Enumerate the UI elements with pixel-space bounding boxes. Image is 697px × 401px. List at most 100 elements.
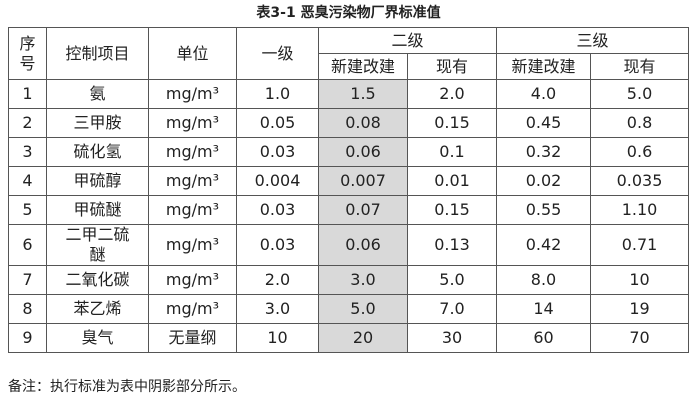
table-cell: 7 bbox=[8, 265, 47, 295]
table-cell: 70 bbox=[590, 323, 690, 353]
table-row: 8 苯乙烯 mg/m³ 3.0 5.0 7.0 14 19 bbox=[8, 294, 690, 324]
table-cell: 臭气 bbox=[46, 323, 149, 353]
item-name: 甲硫醚 bbox=[73, 200, 122, 219]
table-cell: 0.42 bbox=[496, 224, 592, 266]
table-cell: 5.0 bbox=[590, 79, 690, 109]
table-cell: 二氧化碳 bbox=[46, 265, 149, 295]
table-cell: 0.01 bbox=[406, 166, 498, 196]
table-cell: 3.0 bbox=[236, 294, 319, 324]
item-name: 臭气 bbox=[81, 328, 114, 347]
header-cell: 新建改建 bbox=[318, 53, 408, 80]
table-cell: 苯乙烯 bbox=[46, 294, 149, 324]
table-cell: 2.0 bbox=[236, 265, 319, 295]
table-cell: 0.03 bbox=[236, 195, 319, 225]
table-cell: 三甲胺 bbox=[46, 108, 149, 138]
table-cell: 0.035 bbox=[590, 166, 690, 196]
table-cell: mg/m³ bbox=[148, 137, 237, 167]
header-cell: 一级 bbox=[236, 27, 319, 80]
item-name: 苯乙烯 bbox=[73, 299, 122, 318]
table-cell: 硫化氢 bbox=[46, 137, 149, 167]
table-cell: 4 bbox=[8, 166, 47, 196]
table-cell: 19 bbox=[590, 294, 690, 324]
table-row: 3 硫化氢 mg/m³ 0.03 0.06 0.1 0.32 0.6 bbox=[8, 137, 690, 167]
table-cell: 6 bbox=[8, 224, 47, 266]
table-cell: 0.004 bbox=[236, 166, 319, 196]
item-name: 二氧化碳 bbox=[65, 270, 130, 289]
table-cell: 0.71 bbox=[590, 224, 690, 266]
table-cell: 7.0 bbox=[406, 294, 498, 324]
table-cell: 2.0 bbox=[406, 79, 498, 109]
table-cell: mg/m³ bbox=[148, 166, 237, 196]
table-row: 7 二氧化碳 mg/m³ 2.0 3.0 5.0 8.0 10 bbox=[8, 265, 690, 295]
item-name: 三甲胺 bbox=[73, 113, 122, 132]
header-cell: 单位 bbox=[148, 27, 237, 80]
table-row: 5 甲硫醚 mg/m³ 0.03 0.07 0.15 0.55 1.10 bbox=[8, 195, 690, 225]
table-cell: 14 bbox=[496, 294, 592, 324]
table-cell: 0.1 bbox=[406, 137, 498, 167]
table-cell: 氨 bbox=[46, 79, 149, 109]
table-cell: 0.07 bbox=[318, 195, 408, 225]
table-cell: 5.0 bbox=[406, 265, 498, 295]
table-cell: 无量纲 bbox=[148, 323, 237, 353]
table-cell: 4.0 bbox=[496, 79, 592, 109]
header-cell: 控制项目 bbox=[46, 27, 149, 80]
table-cell: 5.0 bbox=[318, 294, 408, 324]
table-cell: 5 bbox=[8, 195, 47, 225]
table-cell: 1.10 bbox=[590, 195, 690, 225]
table-cell: 0.15 bbox=[406, 108, 498, 138]
table-cell: mg/m³ bbox=[148, 108, 237, 138]
table-cell: mg/m³ bbox=[148, 294, 237, 324]
table-cell: 1.0 bbox=[236, 79, 319, 109]
table-header: 序号 控制项目 单位 一级 二级 三级 新建改建 现有 新建改建 现有 bbox=[8, 27, 690, 80]
table-row: 9 臭气 无量纲 10 20 30 60 70 bbox=[8, 323, 690, 353]
table-cell: 1 bbox=[8, 79, 47, 109]
item-name: 硫化氢 bbox=[73, 142, 122, 161]
table-cell: 0.6 bbox=[590, 137, 690, 167]
header-cell: 三级 bbox=[496, 27, 690, 54]
table-row: 4 甲硫醇 mg/m³ 0.004 0.007 0.01 0.02 0.035 bbox=[8, 166, 690, 196]
table-cell: 0.32 bbox=[496, 137, 592, 167]
table-cell: mg/m³ bbox=[148, 79, 237, 109]
item-name: 甲硫醇 bbox=[73, 171, 122, 190]
table-cell: mg/m³ bbox=[148, 224, 237, 266]
table-cell: 二甲二硫醚 bbox=[46, 224, 149, 266]
table-cell: 60 bbox=[496, 323, 592, 353]
table-cell: 0.05 bbox=[236, 108, 319, 138]
table-cell: 0.06 bbox=[318, 137, 408, 167]
item-name: 二甲二硫醚 bbox=[65, 225, 130, 264]
table-cell: 8.0 bbox=[496, 265, 592, 295]
table-cell: 0.03 bbox=[236, 137, 319, 167]
table-body: 1 氨 mg/m³ 1.0 1.5 2.0 4.0 5.0 2 三甲胺 mg/m³ 0.05 0.08 0… bbox=[8, 79, 690, 353]
table-cell: 3.0 bbox=[318, 265, 408, 295]
table-cell: 2 bbox=[8, 108, 47, 138]
table-row: 2 三甲胺 mg/m³ 0.05 0.08 0.15 0.45 0.8 bbox=[8, 108, 690, 138]
table-cell: 1.5 bbox=[318, 79, 408, 109]
table-cell: 0.08 bbox=[318, 108, 408, 138]
table-cell: 10 bbox=[236, 323, 319, 353]
note: 备注：执行标准为表中阴影部分所示。 bbox=[8, 379, 246, 395]
table-cell: 甲硫醇 bbox=[46, 166, 149, 196]
table-cell: 0.007 bbox=[318, 166, 408, 196]
table-cell: 10 bbox=[590, 265, 690, 295]
standards-table: 序号 控制项目 单位 一级 二级 三级 新建改建 现有 新建改建 现有 1 氨 mg… bbox=[8, 27, 690, 353]
item-name: 氨 bbox=[89, 84, 106, 103]
header-cell: 二级 bbox=[317, 27, 498, 54]
header-cell: 现有 bbox=[406, 53, 498, 80]
header-cell: 现有 bbox=[590, 53, 690, 80]
table-cell: 0.03 bbox=[236, 224, 319, 266]
table-cell: 9 bbox=[8, 323, 47, 353]
table-cell: mg/m³ bbox=[148, 265, 237, 295]
header-cell: 新建改建 bbox=[496, 53, 592, 80]
table-title: 表3-1 恶臭污染物厂界标准值 bbox=[256, 5, 441, 21]
table-cell: 0.02 bbox=[496, 166, 592, 196]
table-cell: 0.06 bbox=[318, 224, 408, 266]
table-row: 1 氨 mg/m³ 1.0 1.5 2.0 4.0 5.0 bbox=[8, 79, 690, 109]
table-cell: 3 bbox=[8, 137, 47, 167]
table-cell: 8 bbox=[8, 294, 47, 324]
table-row: 6 二甲二硫醚 mg/m³ 0.03 0.06 0.13 0.42 0.71 bbox=[8, 224, 690, 266]
table-cell: 甲硫醚 bbox=[46, 195, 149, 225]
table-cell: mg/m³ bbox=[148, 195, 237, 225]
table-cell: 20 bbox=[318, 323, 408, 353]
table-cell: 0.8 bbox=[590, 108, 690, 138]
